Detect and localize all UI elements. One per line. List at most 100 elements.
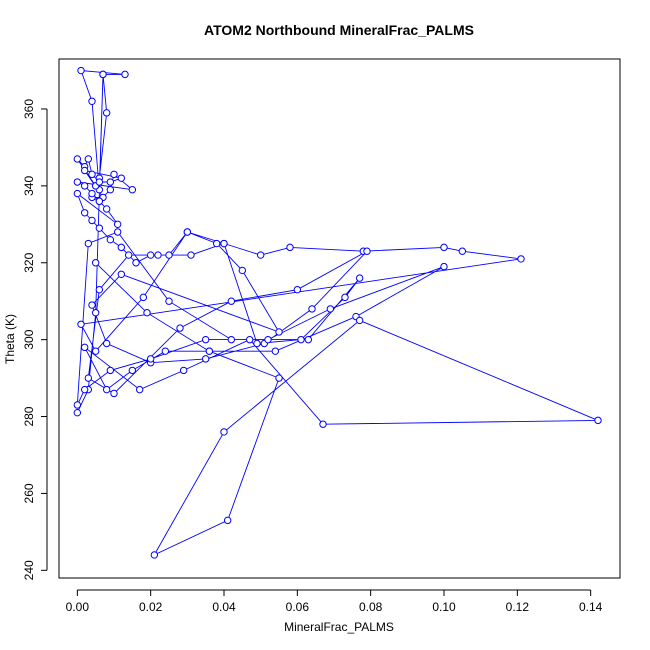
x-tick-label: 0.10: [432, 600, 456, 614]
data-point: [264, 335, 272, 344]
data-point: [304, 335, 313, 344]
data-point: [73, 408, 82, 417]
data-point: [128, 366, 137, 375]
data-point: [117, 243, 126, 252]
x-tick-label: 0.06: [286, 600, 310, 614]
data-point: [102, 339, 111, 348]
data-point: [102, 385, 111, 394]
y-tick-label: 340: [22, 176, 36, 196]
data-point: [212, 239, 221, 248]
data-point: [161, 347, 170, 355]
data-point: [80, 182, 89, 190]
x-tick-label: 0.14: [579, 600, 603, 614]
data-point: [139, 293, 148, 302]
data-point: [363, 247, 371, 255]
data-point: [293, 285, 302, 294]
data-point: [80, 166, 89, 175]
data-point: [238, 266, 247, 275]
data-point: [154, 251, 162, 259]
data-point: [150, 551, 159, 559]
data-point: [110, 389, 118, 398]
data-point: [88, 97, 96, 105]
data-point: [297, 335, 305, 344]
data-point: [256, 251, 265, 259]
y-tick-label: 320: [22, 252, 36, 272]
data-point: [80, 343, 89, 352]
data-point: [73, 178, 82, 186]
data-point: [106, 235, 115, 244]
data-point: [176, 324, 184, 332]
data-point: [95, 197, 104, 205]
x-tick-label: 0.02: [139, 600, 163, 614]
y-tick-label: 240: [22, 560, 36, 580]
data-point: [77, 66, 85, 75]
data-point: [440, 243, 448, 252]
data-point: [106, 178, 115, 186]
data-point: [183, 228, 192, 236]
data-point: [253, 339, 261, 348]
data-point: [143, 309, 151, 317]
data-point: [275, 328, 283, 336]
data-point: [187, 251, 195, 259]
y-tick-label: 280: [22, 406, 36, 426]
data-point: [132, 259, 140, 267]
data-point: [223, 516, 232, 525]
data-point: [128, 186, 137, 194]
data-point: [88, 301, 96, 309]
data-point: [84, 155, 93, 163]
data-point: [117, 270, 126, 278]
data-point: [440, 262, 448, 271]
data-point: [77, 320, 85, 328]
data-point: [341, 293, 349, 302]
data-point: [117, 174, 126, 182]
data-point: [179, 366, 188, 375]
data-point: [102, 109, 111, 117]
x-tick-label: 0.08: [359, 600, 383, 614]
data-point: [73, 189, 82, 198]
data-point: [319, 420, 327, 428]
data-point: [165, 297, 173, 305]
data-point: [220, 428, 228, 436]
data-point: [286, 243, 294, 252]
data-series: [73, 66, 602, 559]
data-point: [110, 170, 118, 179]
x-tick-label: 0.00: [66, 600, 90, 614]
data-point: [227, 335, 236, 344]
data-point: [146, 355, 155, 363]
data-point: [88, 216, 96, 225]
data-point: [146, 251, 155, 259]
data-point: [220, 239, 228, 248]
chart-title: ATOM2 Northbound MineralFrac_PALMS: [204, 22, 474, 38]
data-point: [165, 251, 173, 259]
data-point: [227, 297, 236, 305]
data-point: [91, 309, 100, 317]
data-point: [517, 255, 525, 263]
y-tick-label: 260: [22, 483, 36, 503]
data-point: [106, 186, 115, 194]
data-point: [84, 374, 93, 382]
data-point: [355, 274, 364, 282]
data-point: [271, 347, 280, 355]
series-line: [76, 69, 599, 556]
data-point: [275, 374, 283, 382]
data-point: [99, 70, 107, 79]
x-tick-label: 0.04: [212, 600, 236, 614]
y-axis-label: Theta (K): [3, 314, 17, 364]
data-point: [91, 347, 100, 355]
data-point: [80, 385, 89, 394]
data-point: [73, 155, 82, 163]
data-point: [594, 416, 602, 425]
data-point: [73, 401, 82, 409]
y-tick-label: 360: [22, 99, 36, 119]
y-axis: 240 260 280 300 320 340 360: [22, 99, 48, 580]
plot-area-frame: [58, 58, 621, 579]
data-point: [84, 239, 93, 248]
data-point: [106, 366, 115, 375]
data-point: [95, 224, 104, 232]
data-point: [124, 251, 133, 259]
data-point: [205, 347, 214, 355]
data-point: [201, 355, 210, 363]
data-point: [121, 70, 129, 79]
data-point: [88, 189, 96, 198]
